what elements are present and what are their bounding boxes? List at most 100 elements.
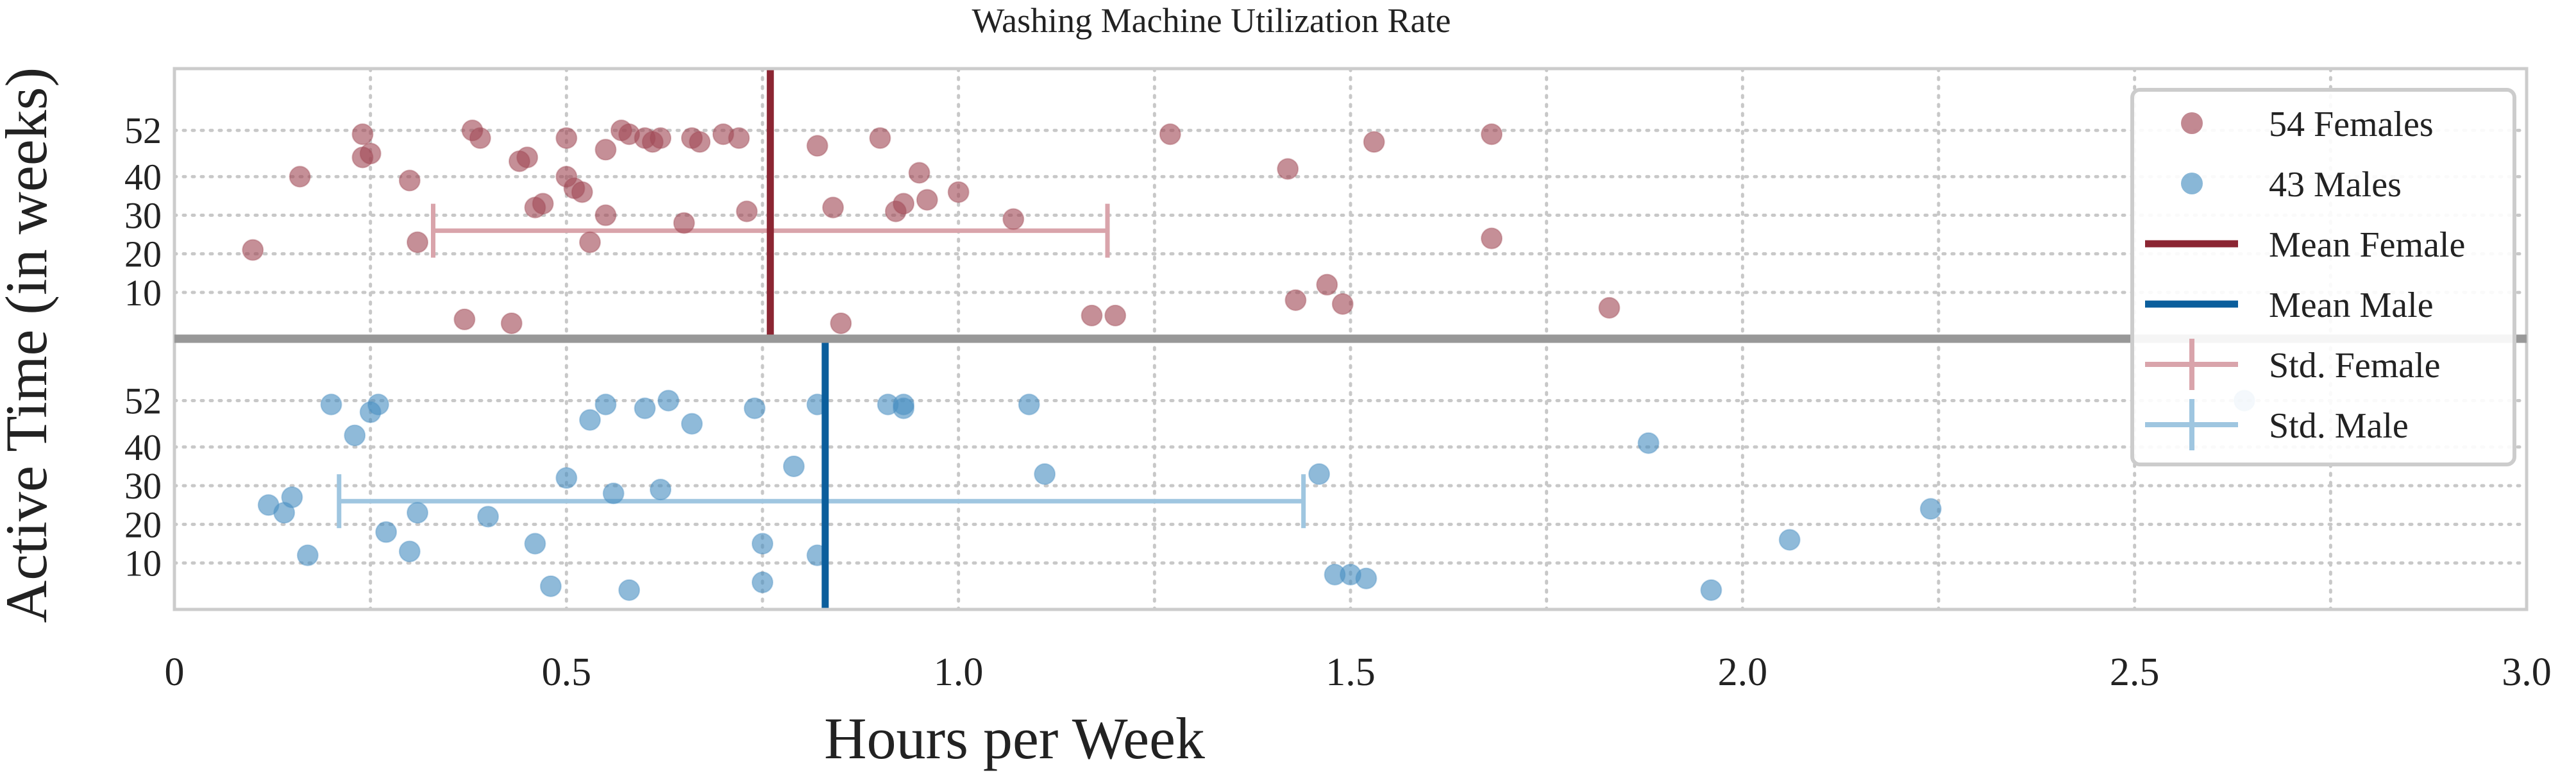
- data-point-female: [1159, 123, 1181, 146]
- legend-marker: [2181, 112, 2203, 134]
- data-point-male: [579, 409, 602, 431]
- data-point-male: [524, 532, 546, 555]
- data-point-male: [680, 412, 703, 435]
- data-point-female: [869, 127, 891, 149]
- data-point-male: [1034, 463, 1056, 485]
- data-point-male: [407, 502, 429, 524]
- data-point-male: [281, 486, 303, 509]
- data-point-male: [602, 482, 625, 505]
- data-point-male: [296, 544, 319, 566]
- data-point-female: [579, 231, 602, 253]
- data-point-male: [650, 479, 672, 501]
- y-tick-label: 40: [124, 427, 162, 468]
- data-point-female: [1284, 289, 1307, 311]
- data-point-male: [1637, 432, 1660, 454]
- legend-item-males: 43 Males: [2181, 165, 2402, 205]
- data-point-female: [822, 196, 845, 219]
- data-point-female: [1002, 208, 1025, 230]
- data-point-female: [1104, 304, 1127, 327]
- y-axis-label: Active Time (in weeks): [0, 67, 59, 623]
- data-point-female: [1277, 158, 1299, 180]
- data-point-female: [516, 146, 539, 169]
- data-point-male: [657, 389, 680, 412]
- data-point-male: [1018, 393, 1040, 416]
- data-point-male: [1919, 498, 1942, 520]
- data-point-female: [571, 181, 593, 203]
- data-point-female: [594, 139, 617, 161]
- data-point-female: [594, 204, 617, 226]
- data-point-female: [830, 312, 852, 334]
- x-tick-label: 2.5: [2110, 650, 2160, 694]
- legend-label: Std. Female: [2269, 346, 2441, 386]
- data-point-male: [594, 393, 617, 416]
- legend-item-std_male: Std. Male: [2145, 399, 2409, 450]
- legend-frame: [2130, 88, 2516, 466]
- data-point-female: [532, 192, 554, 215]
- data-point-female: [1481, 227, 1503, 250]
- y-tick-label: 30: [124, 195, 162, 237]
- data-point-male: [1308, 463, 1331, 485]
- data-point-female: [407, 231, 429, 253]
- legend-label: 54 Females: [2269, 105, 2434, 144]
- data-point-female: [359, 142, 382, 165]
- y-tick-label: 10: [124, 543, 162, 584]
- data-point-male: [344, 424, 366, 446]
- y-tick-label: 10: [124, 272, 162, 314]
- x-axis-label: Hours per Week: [824, 706, 1205, 771]
- data-point-female: [1363, 131, 1385, 153]
- data-point-male: [375, 521, 398, 543]
- data-point-female: [242, 239, 264, 261]
- legend-item-std_female: Std. Female: [2145, 339, 2441, 390]
- data-point-male: [1355, 567, 1377, 590]
- data-point-female: [736, 200, 758, 223]
- y-tick-label: 20: [124, 504, 162, 545]
- legend: 54 Females 43 Males Mean Female Mean Male St…: [2130, 88, 2516, 466]
- data-point-male: [893, 397, 915, 420]
- x-tick-label: 2.0: [1718, 650, 1768, 694]
- data-point-male: [555, 467, 578, 489]
- legend-label: Mean Male: [2269, 285, 2434, 325]
- data-point-female: [398, 169, 421, 192]
- legend-item-mean_female: Mean Female: [2145, 225, 2465, 265]
- data-point-female: [453, 308, 476, 330]
- data-point-female: [916, 189, 938, 211]
- legend-item-females: 54 Females: [2181, 105, 2434, 144]
- data-point-female: [1316, 273, 1338, 296]
- data-point-male: [752, 532, 773, 555]
- y-tick-label: 20: [124, 234, 162, 275]
- legend-label: Mean Female: [2269, 225, 2465, 265]
- data-point-male: [634, 397, 656, 420]
- data-point-female: [673, 212, 695, 234]
- data-point-female: [650, 127, 672, 149]
- data-point-female: [689, 131, 711, 153]
- x-tick-label: 0: [165, 650, 185, 694]
- data-point-male: [367, 393, 389, 416]
- x-tick-label: 3.0: [2502, 650, 2552, 694]
- legend-label: Std. Male: [2269, 406, 2409, 446]
- data-point-male: [1700, 579, 1722, 601]
- data-point-female: [351, 123, 374, 146]
- data-point-male: [477, 506, 500, 528]
- data-point-female: [806, 135, 829, 157]
- data-point-female: [500, 312, 523, 334]
- data-point-male: [752, 571, 773, 593]
- data-point-male: [782, 455, 805, 477]
- data-point-female: [1331, 293, 1354, 315]
- data-point-female: [1598, 296, 1621, 319]
- y-tick-label: 52: [124, 380, 162, 421]
- data-point-male: [743, 397, 766, 420]
- y-tick-label: 40: [124, 156, 162, 198]
- x-axis: 0 0.5 1.0 1.5 2.0 2.5 3.0: [165, 650, 2552, 694]
- y-tick-label: 52: [124, 110, 162, 151]
- data-point-male: [398, 540, 421, 563]
- data-point-male: [320, 393, 342, 416]
- data-point-female: [461, 119, 484, 142]
- data-point-female: [1081, 304, 1103, 327]
- data-point-male: [618, 579, 641, 601]
- data-point-female: [908, 162, 930, 184]
- x-tick-label: 1.0: [934, 650, 984, 694]
- data-point-female: [1481, 123, 1503, 146]
- data-point-male: [539, 575, 562, 597]
